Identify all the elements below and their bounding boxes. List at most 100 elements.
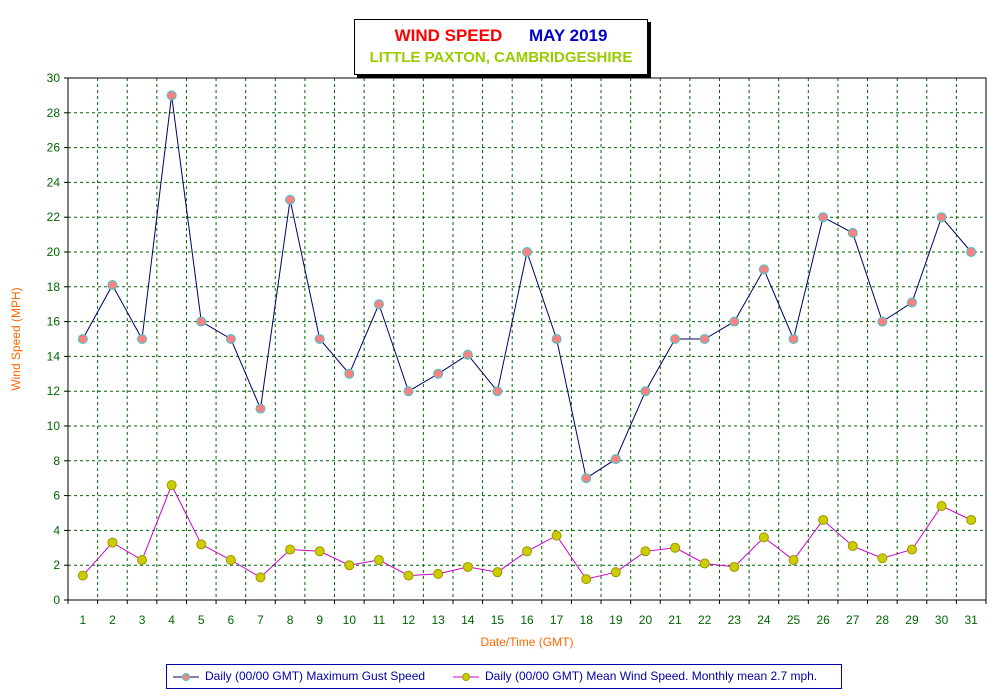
plot-area	[67, 77, 987, 601]
x-tick-label: 20	[639, 613, 653, 627]
data-point	[77, 570, 88, 581]
x-tick-label: 22	[698, 613, 712, 627]
x-tick-label: 4	[168, 613, 175, 627]
y-tick-label: 18	[47, 280, 61, 294]
y-tick-label: 10	[47, 419, 61, 433]
data-point	[285, 194, 296, 205]
data-point	[196, 539, 207, 550]
data-point	[581, 574, 592, 585]
data-point	[166, 480, 177, 491]
y-tick-label: 30	[47, 71, 61, 85]
x-tick-label: 24	[757, 613, 771, 627]
data-point	[373, 554, 384, 565]
data-point	[610, 567, 621, 578]
y-tick-label: 12	[47, 384, 61, 398]
x-tick-label: 2	[109, 613, 116, 627]
x-tick-label: 13	[431, 613, 445, 627]
data-point	[225, 334, 236, 344]
x-tick-label: 28	[876, 613, 890, 627]
x-tick-label: 25	[787, 613, 801, 627]
legend: Daily (00/00 GMT) Maximum Gust Speed Dai…	[166, 664, 842, 689]
legend-label-mean: Daily (00/00 GMT) Mean Wind Speed. Month…	[485, 669, 818, 683]
data-point	[107, 537, 118, 548]
data-point	[581, 473, 592, 484]
chart-title: WIND SPEED	[394, 26, 503, 45]
series-0	[77, 90, 977, 484]
data-point	[137, 334, 148, 344]
data-point	[225, 554, 236, 565]
y-tick-label: 2	[53, 558, 60, 572]
data-point	[936, 212, 947, 223]
x-tick-label: 11	[373, 613, 386, 627]
x-tick-label: 18	[580, 613, 594, 627]
data-point	[492, 567, 503, 578]
data-point	[462, 349, 473, 360]
y-tick-label: 4	[53, 523, 60, 537]
data-point	[966, 514, 977, 525]
chart-title-month: MAY 2019	[528, 26, 608, 45]
data-point	[610, 454, 621, 465]
y-tick-label: 6	[53, 489, 60, 503]
data-point	[966, 247, 977, 257]
x-tick-label: 9	[316, 613, 323, 627]
data-point	[699, 334, 710, 344]
data-point	[551, 334, 562, 344]
x-tick-label: 29	[905, 613, 919, 627]
data-point	[551, 530, 562, 541]
legend-item-gust: Daily (00/00 GMT) Maximum Gust Speed	[173, 669, 425, 683]
legend-swatch-gust	[173, 672, 199, 681]
data-point	[906, 544, 917, 555]
data-point	[314, 546, 325, 557]
data-point	[522, 247, 532, 257]
data-point	[403, 570, 414, 581]
data-point	[255, 572, 266, 583]
x-tick-label: 17	[550, 613, 564, 627]
series-1	[77, 480, 977, 585]
x-tick-label: 1	[79, 613, 86, 627]
data-point	[344, 368, 355, 379]
data-point	[906, 297, 917, 308]
data-point	[137, 554, 148, 565]
y-tick-label: 16	[47, 315, 61, 329]
data-point	[670, 542, 681, 553]
x-tick-label: 26	[816, 613, 830, 627]
data-point	[403, 386, 414, 397]
data-point	[818, 514, 829, 525]
chart-title-box: WIND SPEED MAY 2019 LITTLE PAXTON, CAMBR…	[354, 19, 648, 75]
y-tick-label: 22	[47, 210, 61, 224]
data-point	[492, 386, 503, 397]
y-tick-label: 8	[53, 454, 60, 468]
data-point	[255, 403, 266, 414]
y-tick-label: 20	[47, 245, 61, 259]
x-axis: 1 2 3 4 5 6 7 8 9 10 11 12 13 14 15 16 17 18 19 20 21 22 23 24 2…	[67, 600, 987, 627]
x-tick-label: 10	[343, 613, 357, 627]
y-tick-label: 26	[47, 141, 61, 155]
data-point	[788, 554, 799, 565]
x-tick-label: 21	[668, 613, 682, 627]
y-tick-label: 24	[47, 175, 61, 189]
data-point	[640, 546, 651, 557]
data-point	[670, 334, 681, 344]
x-tick-label: 23	[728, 613, 742, 627]
data-point	[196, 316, 207, 327]
legend-item-mean: Daily (00/00 GMT) Mean Wind Speed. Month…	[453, 669, 817, 683]
x-tick-label: 27	[846, 613, 860, 627]
data-point	[877, 553, 888, 564]
data-point	[936, 501, 947, 512]
x-tick-label: 19	[609, 613, 623, 627]
data-point	[522, 546, 532, 557]
data-point	[699, 558, 710, 569]
data-point	[758, 264, 769, 275]
data-point	[729, 316, 740, 327]
data-point	[433, 368, 444, 379]
data-point	[640, 386, 651, 397]
data-point	[344, 560, 355, 571]
x-tick-label: 5	[198, 613, 205, 627]
x-tick-label: 3	[139, 613, 146, 627]
data-point	[373, 299, 384, 310]
y-axis-label: Wind Speed (MPH)	[9, 287, 23, 391]
x-tick-label: 8	[287, 613, 294, 627]
data-point	[107, 280, 118, 291]
data-point	[818, 212, 829, 223]
